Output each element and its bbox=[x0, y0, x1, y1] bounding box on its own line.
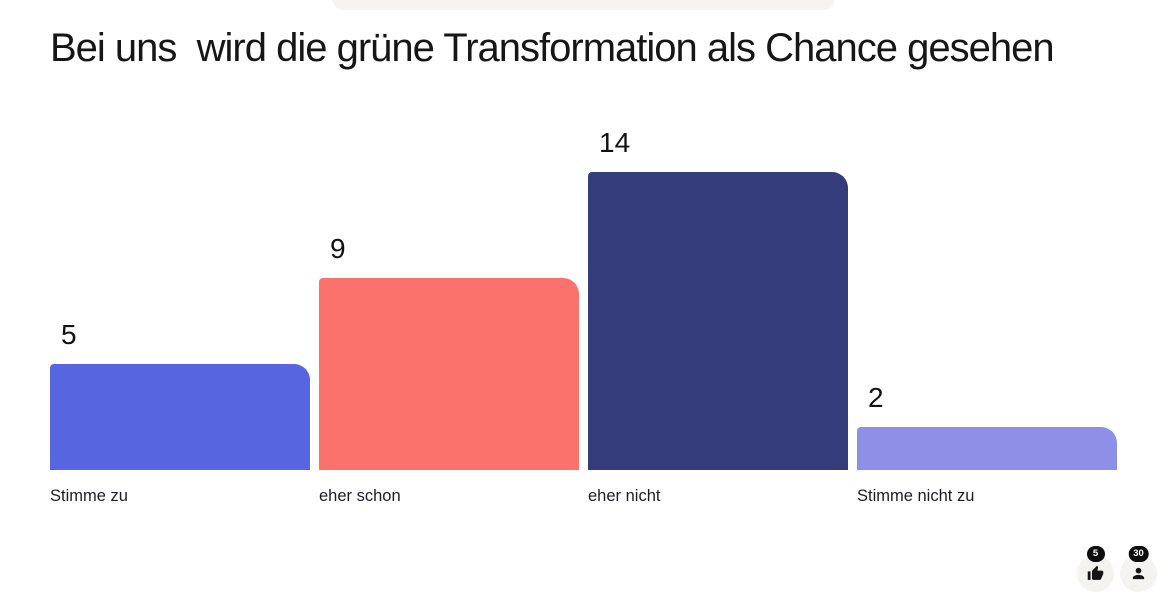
category-label: eher schon bbox=[319, 487, 401, 505]
like-count-badge: 5 bbox=[1086, 546, 1105, 562]
bar bbox=[319, 278, 579, 470]
bar-value-label: 9 bbox=[330, 233, 346, 264]
bar-column: 5 bbox=[50, 321, 310, 470]
category-labels: Stimme zu eher schon eher nicht Stimme nich… bbox=[50, 487, 1117, 506]
bar-value-label: 2 bbox=[868, 382, 884, 413]
bar-column: 2 bbox=[857, 384, 1117, 470]
bar bbox=[857, 427, 1117, 470]
like-button[interactable]: 5 bbox=[1077, 546, 1114, 592]
bar-value-label: 5 bbox=[61, 319, 77, 350]
bar bbox=[50, 364, 310, 470]
bar-chart: 5 9 14 2 bbox=[50, 0, 1117, 470]
participants-count-badge: 30 bbox=[1128, 546, 1149, 562]
bar-column: 9 bbox=[319, 235, 579, 470]
person-icon bbox=[1132, 567, 1145, 580]
category-label: Stimme nicht zu bbox=[857, 487, 975, 505]
thumbs-up-icon bbox=[1087, 565, 1104, 580]
top-panel-edge bbox=[332, 0, 835, 10]
participants-button[interactable]: 30 bbox=[1120, 546, 1157, 592]
bar bbox=[588, 172, 848, 470]
chart-title: Bei uns wird die grüne Transformation al… bbox=[50, 26, 1055, 70]
reactions-bar: 5 30 bbox=[1077, 546, 1157, 592]
bar-column: 14 bbox=[588, 129, 848, 470]
category-label: eher nicht bbox=[588, 487, 661, 505]
category-label: Stimme zu bbox=[50, 487, 128, 505]
bar-value-label: 14 bbox=[599, 127, 631, 158]
